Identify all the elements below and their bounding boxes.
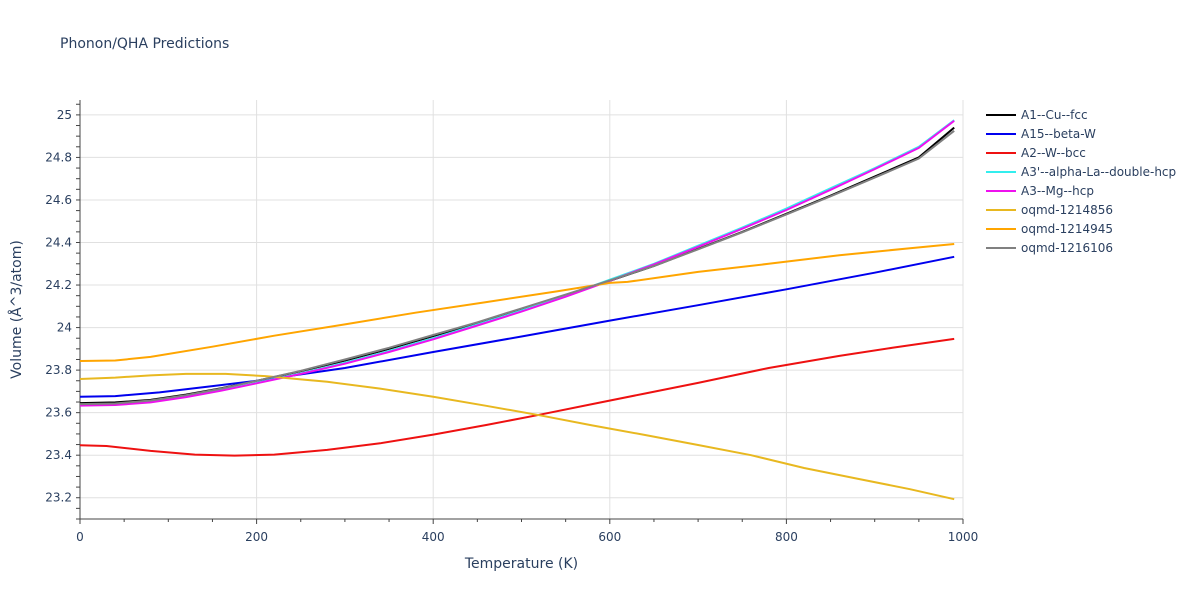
y-tick-label: 23.4 <box>45 448 72 462</box>
x-axis-title: Temperature (K) <box>464 556 578 572</box>
x-tick-label: 0 <box>76 530 84 544</box>
x-tick-label: 600 <box>598 530 621 544</box>
y-tick-label: 25 <box>57 108 72 122</box>
legend-label-5[interactable]: oqmd-1214856 <box>1021 203 1113 217</box>
x-tick-label: 200 <box>245 530 268 544</box>
chart-title: Phonon/QHA Predictions <box>60 36 230 52</box>
y-tick-label: 23.2 <box>45 491 72 505</box>
legend-label-2[interactable]: A2--W--bcc <box>1021 146 1086 160</box>
y-axis-title: Volume (Å^3/atom) <box>8 240 25 379</box>
y-tick-label: 23.6 <box>45 406 72 420</box>
legend-label-1[interactable]: A15--beta-W <box>1021 127 1096 141</box>
y-tick-label: 24.6 <box>45 193 72 207</box>
legend-label-4[interactable]: A3--Mg--hcp <box>1021 184 1094 198</box>
y-tick-label: 24 <box>57 321 72 335</box>
y-tick-label: 23.8 <box>45 363 72 377</box>
x-tick-label: 1000 <box>948 530 979 544</box>
x-tick-label: 400 <box>422 530 445 544</box>
series-line-1[interactable] <box>79 255 955 398</box>
series-line-4[interactable] <box>79 120 955 407</box>
legend-label-6[interactable]: oqmd-1214945 <box>1021 222 1113 236</box>
y-tick-label: 24.2 <box>45 278 72 292</box>
legend-label-3[interactable]: A3'--alpha-La--double-hcp <box>1021 165 1176 179</box>
series-line-2[interactable] <box>79 337 955 457</box>
series-line-0[interactable] <box>79 126 955 405</box>
series-line-5[interactable] <box>79 372 955 501</box>
x-tick-label: 800 <box>775 530 798 544</box>
y-tick-label: 24.4 <box>45 236 72 250</box>
series-line-7[interactable] <box>79 130 955 406</box>
series-line-6[interactable] <box>79 243 955 362</box>
legend-label-7[interactable]: oqmd-1216106 <box>1021 241 1113 255</box>
y-tick-label: 24.8 <box>45 150 72 164</box>
legend-label-0[interactable]: A1--Cu--fcc <box>1021 108 1088 122</box>
series-line-3[interactable] <box>79 119 955 407</box>
